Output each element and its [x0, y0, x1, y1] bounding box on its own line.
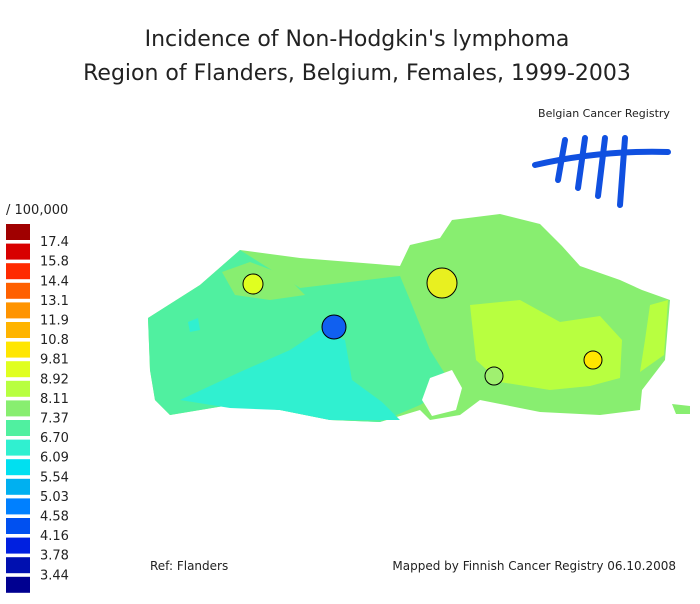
legend-swatch [6, 282, 30, 299]
legend-label: 13.1 [40, 294, 69, 309]
legend-swatch [6, 400, 30, 417]
city-marker [583, 350, 603, 370]
title: Incidence of Non-Hodgkin's lymphoma [145, 27, 570, 52]
legend-label: 17.4 [40, 235, 69, 250]
legend-label: 6.09 [40, 451, 69, 466]
region-yellow-green [470, 300, 622, 390]
region-hole [422, 370, 462, 416]
legend-label: 5.03 [40, 490, 69, 505]
map [148, 214, 690, 422]
city-marker [321, 314, 347, 340]
region-cyan-small [188, 318, 200, 332]
subtitle: Region of Flanders, Belgium, Females, 19… [83, 61, 631, 86]
legend-label: 7.37 [40, 412, 69, 427]
legend-label: 10.8 [40, 333, 69, 348]
legend-label: 3.44 [40, 568, 69, 583]
region-yellow-green-east [640, 300, 668, 372]
legend-swatch [6, 576, 30, 593]
legend-swatch [6, 459, 30, 476]
logo-tally [532, 135, 671, 208]
legend-swatch [6, 518, 30, 534]
legend-label: 8.92 [40, 372, 69, 387]
credit: Mapped by Finnish Cancer Registry 06.10.… [392, 559, 676, 573]
region-light-green [222, 262, 305, 300]
legend-swatch [6, 263, 30, 280]
legend-swatch [6, 537, 30, 554]
legend-label: 14.4 [40, 274, 69, 289]
legend-swatch [6, 341, 30, 358]
legend-swatch [6, 224, 30, 240]
legend-label: 15.8 [40, 255, 69, 270]
legend-swatch [6, 478, 30, 495]
legend-label: 9.81 [40, 353, 69, 368]
legend-label: 5.54 [40, 470, 69, 485]
logo: Belgian Cancer Registry [522, 100, 680, 212]
region-aquamarine [148, 250, 452, 422]
region-cyan [180, 330, 400, 420]
city-marker [426, 267, 458, 299]
legend-swatch [6, 322, 30, 338]
legend-swatch [6, 439, 30, 456]
reference: Ref: Flanders [150, 559, 228, 573]
logo-text: Belgian Cancer Registry [538, 107, 670, 120]
legend-swatch [6, 557, 30, 574]
city-marker [242, 273, 264, 295]
legend-label: 4.58 [40, 510, 69, 525]
legend-swatch [6, 498, 30, 515]
region-islet [672, 404, 690, 414]
legend: 17.4 15.8 14.4 13.1 11.9 10.8 9.81 8.92 8.11 7.37… [6, 224, 69, 593]
legend-label: 8.11 [40, 392, 69, 407]
legend-label: 4.16 [40, 529, 69, 544]
legend-swatch [6, 361, 30, 378]
legend-swatch [6, 243, 30, 260]
legend-label: 6.70 [40, 431, 69, 446]
legend-swatch [6, 420, 30, 436]
legend-swatch [6, 380, 30, 397]
legend-label: 3.78 [40, 549, 69, 564]
legend-swatch [6, 302, 30, 319]
legend-unit: / 100,000 [6, 203, 68, 218]
legend-label: 11.9 [40, 314, 69, 329]
city-marker [484, 366, 504, 386]
